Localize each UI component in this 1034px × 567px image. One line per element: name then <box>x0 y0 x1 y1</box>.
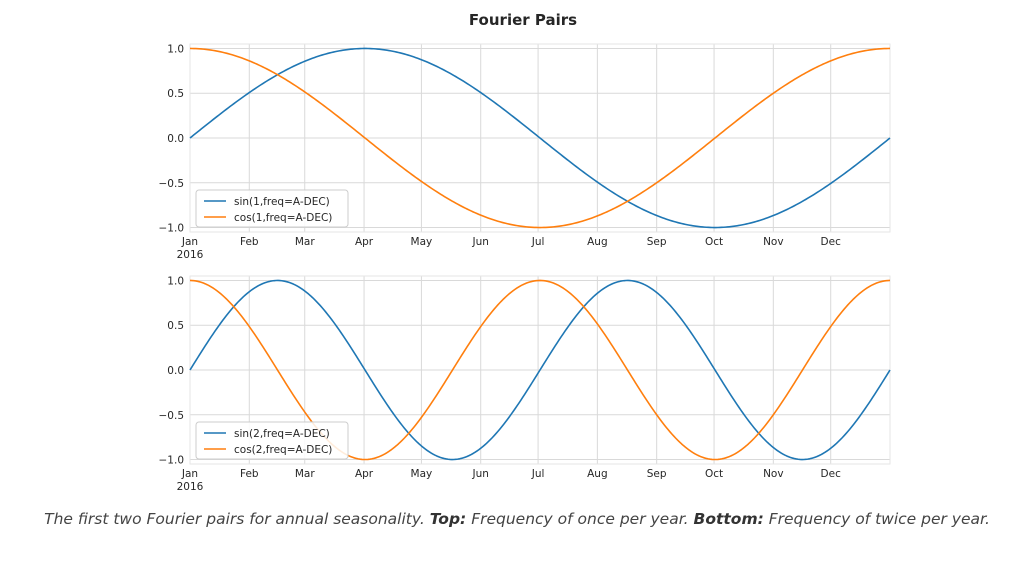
legend-box <box>195 421 349 460</box>
legend: sin(2,freq=A-DEC) cos(2,freq=A-DEC) <box>195 421 349 460</box>
x-tick-label: Oct <box>705 468 723 480</box>
x-tick-label: Jul <box>531 468 545 480</box>
x-tick-label: Apr <box>355 236 374 248</box>
chart-title: Fourier Pairs <box>469 11 577 29</box>
series-line-cos-1 <box>189 47 891 229</box>
caption-bottom-label: Bottom: <box>693 510 764 528</box>
x-tick-label: Sep <box>647 236 667 248</box>
y-tick-label: 1.0 <box>167 43 184 55</box>
figure: Fourier Pairs Jan 2016 Feb Mar Apr May Jun Jul A… <box>159 11 891 493</box>
x-tick-label: Jun <box>472 236 489 248</box>
x-tick-label: Dec <box>821 468 842 480</box>
caption-top-label: Top: <box>429 510 467 528</box>
x-tick-label: Mar <box>295 236 315 248</box>
x-tick-label: Nov <box>763 468 784 480</box>
legend-label: sin(2,freq=A-DEC) <box>234 428 330 440</box>
y-tick-label: 0.5 <box>167 88 184 100</box>
x-tick-label: Feb <box>240 468 259 480</box>
legend-label: cos(2,freq=A-DEC) <box>234 444 332 456</box>
legend-label: cos(1,freq=A-DEC) <box>234 212 332 224</box>
legend-label: sin(1,freq=A-DEC) <box>234 196 330 208</box>
series-line-cos-2 <box>189 279 891 461</box>
y-tick-label: −0.5 <box>159 410 185 422</box>
caption-bottom-text: Frequency of twice per year. <box>768 510 990 528</box>
y-tick-label: −1.0 <box>159 223 185 235</box>
y-tick-label: 0.5 <box>167 320 184 332</box>
x-tick-label: Aug <box>587 468 608 480</box>
caption-top-text: Frequency of once per year. <box>471 510 689 528</box>
x-tick-year-label: 2016 <box>177 249 204 261</box>
y-tick-label: 0.0 <box>167 133 184 145</box>
caption-intro: The first two Fourier pairs for annual s… <box>44 510 425 528</box>
x-tick-year-label: 2016 <box>177 481 204 493</box>
x-tick-label: Sep <box>647 468 667 480</box>
x-tick-label: Oct <box>705 236 723 248</box>
x-tick-label: Apr <box>355 468 374 480</box>
y-tick-label: −0.5 <box>159 178 185 190</box>
x-tick-label: Jan <box>181 236 198 248</box>
x-tick-label: Dec <box>821 236 842 248</box>
series-line-sin-1 <box>189 47 891 229</box>
legend: sin(1,freq=A-DEC) cos(1,freq=A-DEC) <box>195 189 349 228</box>
x-tick-label: Jul <box>531 236 545 248</box>
x-tick-label: May <box>411 468 433 480</box>
y-tick-label: −1.0 <box>159 455 185 467</box>
x-tick-label: Jun <box>472 468 489 480</box>
x-tick-label: Mar <box>295 468 315 480</box>
x-tick-label: May <box>411 236 433 248</box>
x-tick-label: Jan <box>181 468 198 480</box>
y-tick-label: 0.0 <box>167 365 184 377</box>
x-tick-label: Aug <box>587 236 608 248</box>
x-tick-label: Nov <box>763 236 784 248</box>
series-line-sin-2 <box>189 279 891 461</box>
y-tick-label: 1.0 <box>167 275 184 287</box>
x-tick-label: Feb <box>240 236 259 248</box>
figure-caption: The first two Fourier pairs for annual s… <box>40 505 994 534</box>
legend-box <box>195 189 349 228</box>
